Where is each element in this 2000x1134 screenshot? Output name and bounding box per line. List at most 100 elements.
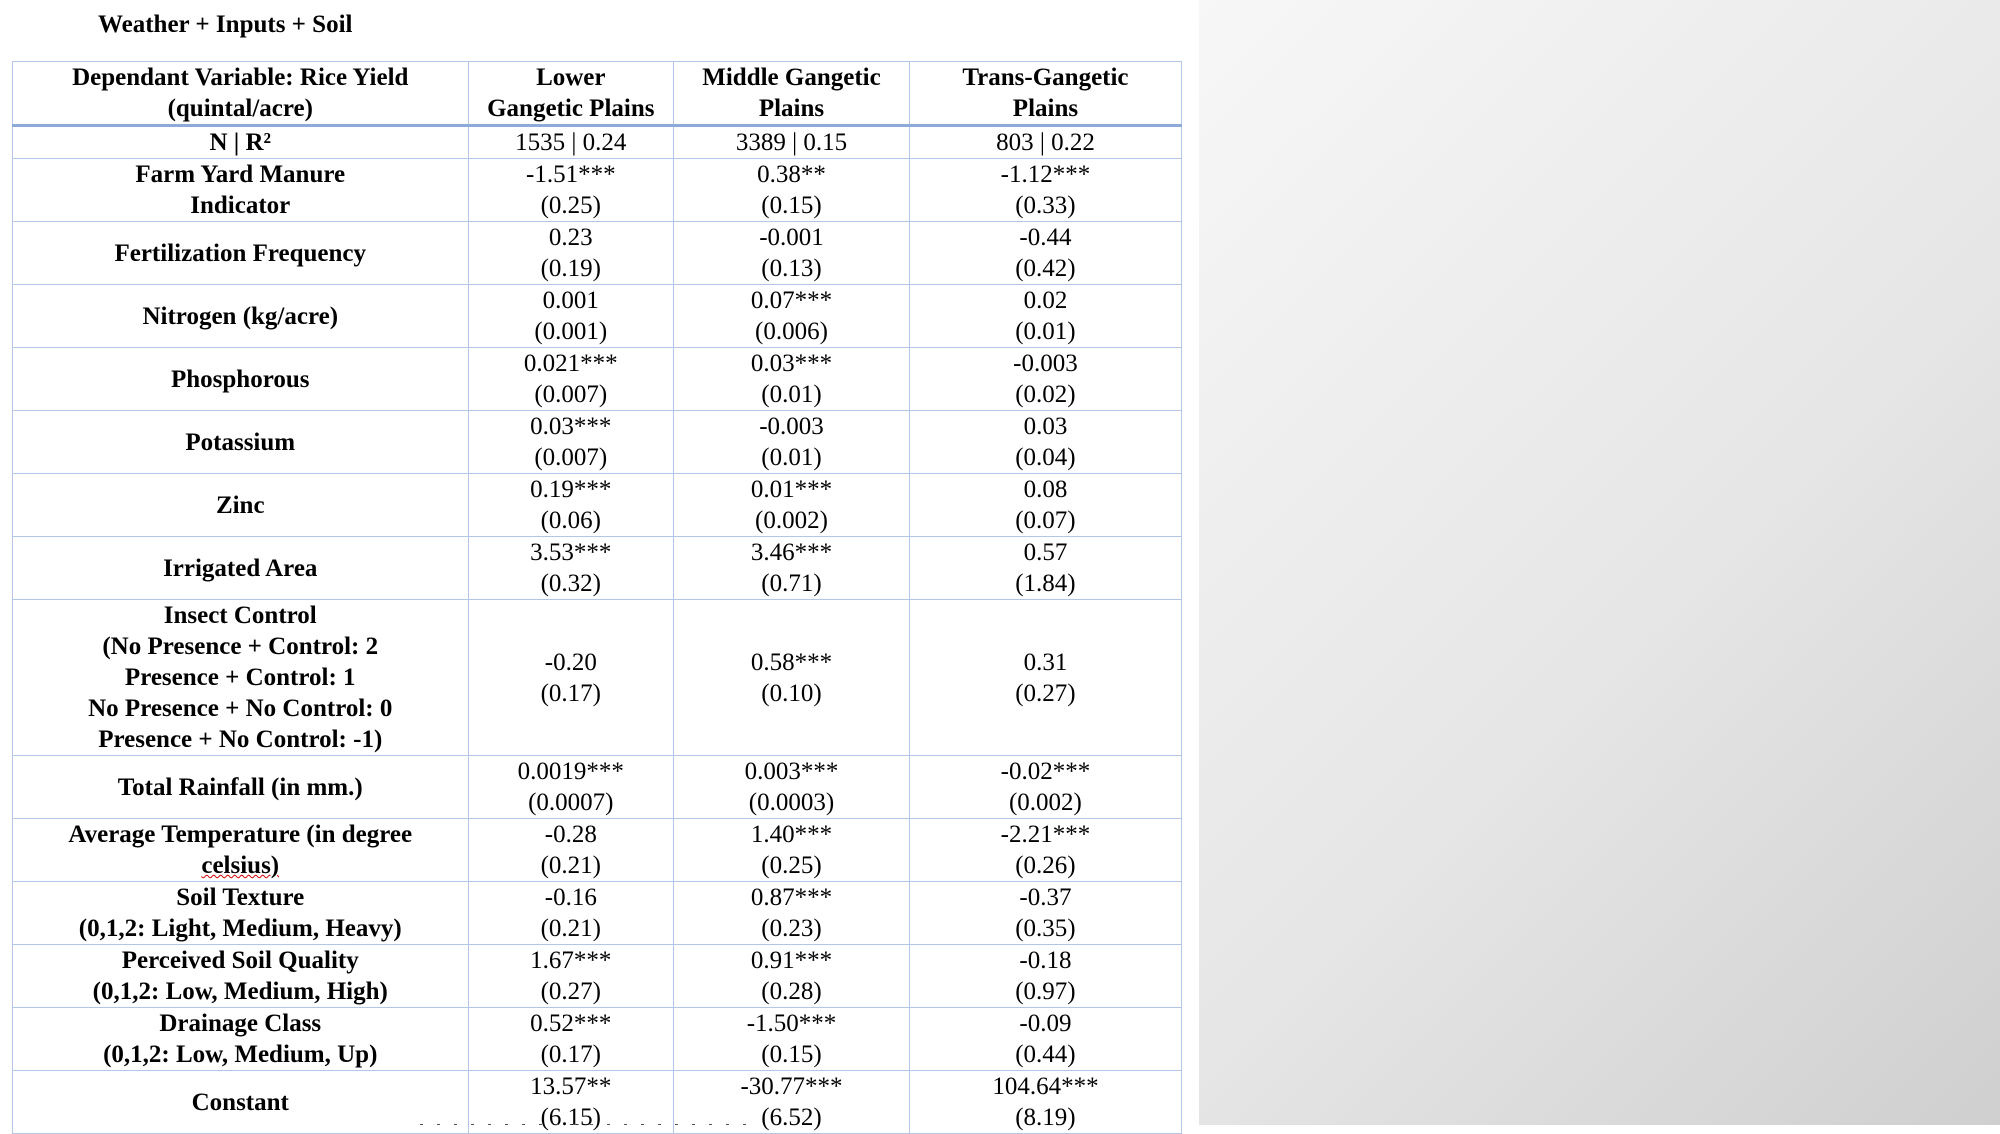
coefficient-value: -0.28 bbox=[544, 821, 597, 848]
table-row: Average Temperature (in degree celsius) -0… bbox=[12, 818, 1183, 882]
table-row: Perceived Soil Quality (0,1,2: Low, Mediu… bbox=[12, 944, 1183, 1008]
standard-error-value: (0.23) bbox=[761, 915, 822, 942]
standard-error-value: (0.71) bbox=[761, 570, 822, 597]
standard-error-value: (0.002) bbox=[755, 507, 828, 534]
coefficient-cell: 0.03*** (0.01) bbox=[673, 347, 910, 411]
standard-error-value: (0.13) bbox=[761, 255, 822, 282]
row-label-line: (0,1,2: Light, Medium, Heavy) bbox=[78, 915, 402, 942]
row-label-line: Soil Texture bbox=[176, 884, 305, 911]
header-middle-gangetic: Middle Gangetic Plains bbox=[673, 61, 910, 127]
standard-error-value: (0.17) bbox=[540, 679, 601, 707]
row-label: N | R² bbox=[12, 125, 469, 159]
standard-error-value: (0.01) bbox=[761, 444, 822, 471]
coefficient-cell: 0.57 (1.84) bbox=[908, 536, 1183, 600]
row-label-line: Drainage Class bbox=[159, 1010, 322, 1037]
table-row: Farm Yard Manure Indicator -1.51*** (0.25) 0… bbox=[12, 158, 1183, 222]
coefficient-value: 0.08 bbox=[1023, 476, 1068, 503]
coefficient-cell: 0.03*** (0.007) bbox=[467, 410, 675, 474]
coefficient-cell: -0.16 (0.21) bbox=[467, 881, 675, 945]
standard-error-value: (0.15) bbox=[761, 192, 822, 219]
row-label-line: Potassium bbox=[185, 428, 296, 456]
row-label: Average Temperature (in degree celsius) bbox=[12, 818, 469, 882]
coefficient-cell: 3.53*** (0.32) bbox=[467, 536, 675, 600]
coefficient-cell: 0.001 (0.001) bbox=[467, 284, 675, 348]
coefficient-cell: -0.001 (0.13) bbox=[673, 221, 910, 285]
standard-error-value: (0.19) bbox=[540, 255, 601, 282]
row-label: Perceived Soil Quality (0,1,2: Low, Mediu… bbox=[12, 944, 469, 1008]
table-row: Drainage Class (0,1,2: Low, Medium, Up) 0.… bbox=[12, 1007, 1183, 1071]
coefficient-cell: -1.51*** (0.25) bbox=[467, 158, 675, 222]
coefficient-value: 0.38** bbox=[757, 161, 826, 188]
coefficient-value: -0.09 bbox=[1019, 1010, 1072, 1037]
stat-cell: 1535 | 0.24 bbox=[467, 125, 675, 159]
standard-error-value: (0.006) bbox=[755, 318, 828, 345]
standard-error-value: (0.35) bbox=[1015, 915, 1076, 942]
row-label-line: Nitrogen (kg/acre) bbox=[142, 302, 339, 330]
coefficient-cell: -0.37 (0.35) bbox=[908, 881, 1183, 945]
header-col-line: Middle Gangetic bbox=[702, 64, 881, 91]
coefficient-cell: -0.18 (0.97) bbox=[908, 944, 1183, 1008]
coefficient-cell: -0.20 (0.17) bbox=[467, 599, 675, 756]
row-label-line: (0,1,2: Low, Medium, Up) bbox=[103, 1041, 378, 1068]
row-label-line: (No Presence + Control: 2 bbox=[102, 633, 379, 660]
coefficient-cell: 1.40*** (0.25) bbox=[673, 818, 910, 882]
coefficient-value: 0.57 bbox=[1023, 539, 1068, 566]
coefficient-cell: 0.91*** (0.28) bbox=[673, 944, 910, 1008]
table-row: Constant 13.57** (6.15) -30.77*** (6.52) 104.… bbox=[12, 1070, 1183, 1134]
coefficient-value: -0.16 bbox=[544, 884, 597, 911]
standard-error-value: (0.15) bbox=[761, 1041, 822, 1068]
coefficient-cell: -2.21*** (0.26) bbox=[908, 818, 1183, 882]
header-label-line: (quintal/acre) bbox=[167, 95, 313, 122]
row-label-line: Insect Control bbox=[163, 602, 317, 629]
coefficient-value: 0.001 bbox=[542, 287, 599, 314]
row-label-line: Total Rainfall (in mm.) bbox=[117, 773, 363, 801]
standard-error-value: (0.27) bbox=[1015, 679, 1076, 707]
row-label: Soil Texture (0,1,2: Light, Medium, Heavy… bbox=[12, 881, 469, 945]
table-row: Zinc 0.19*** (0.06) 0.01*** (0.002) 0.08 (0.07… bbox=[12, 473, 1183, 537]
standard-error-value: (0.33) bbox=[1015, 192, 1076, 219]
regression-table: Dependant Variable: Rice Yield (quintal/… bbox=[12, 61, 1183, 1134]
coefficient-value: -0.18 bbox=[1019, 947, 1072, 974]
coefficient-cell: -0.003 (0.02) bbox=[908, 347, 1183, 411]
row-label-line: Fertilization Frequency bbox=[114, 239, 367, 267]
table-header-row: Dependant Variable: Rice Yield (quintal/… bbox=[12, 61, 1183, 127]
table-row: Total Rainfall (in mm.) 0.0019*** (0.0007)… bbox=[12, 755, 1183, 819]
coefficient-cell: -30.77*** (6.52) bbox=[673, 1070, 910, 1134]
standard-error-value: (0.32) bbox=[540, 570, 601, 597]
coefficient-cell: 0.08 (0.07) bbox=[908, 473, 1183, 537]
standard-error-value: (0.007) bbox=[534, 444, 608, 471]
row-label-line: Zinc bbox=[215, 491, 265, 519]
coefficient-value: 0.0019*** bbox=[517, 758, 624, 785]
coefficient-value: 0.03*** bbox=[530, 413, 612, 440]
coefficient-cell: 0.31 (0.27) bbox=[908, 599, 1183, 756]
standard-error-value: (0.42) bbox=[1015, 255, 1076, 282]
standard-error-value: (0.0003) bbox=[748, 789, 835, 816]
standard-error-value: (0.21) bbox=[540, 852, 601, 879]
coefficient-value: -30.77*** bbox=[740, 1073, 843, 1100]
coefficient-value: -1.50*** bbox=[746, 1010, 837, 1037]
row-label: Drainage Class (0,1,2: Low, Medium, Up) bbox=[12, 1007, 469, 1071]
row-label-line: celsius) bbox=[201, 852, 280, 879]
standard-error-value: (0.002) bbox=[1008, 789, 1082, 816]
coefficient-value: 3.46*** bbox=[750, 539, 833, 566]
coefficient-value: 0.07*** bbox=[750, 287, 833, 314]
row-label: Zinc bbox=[12, 473, 469, 537]
row-label-line: Presence + No Control: -1) bbox=[98, 726, 383, 753]
coefficient-value: 3.53*** bbox=[530, 539, 612, 566]
standard-error-value: (0.007) bbox=[534, 381, 608, 408]
coefficient-value: -1.51*** bbox=[526, 161, 616, 188]
document-page: Weather + Inputs + Soil Dependant Variab… bbox=[12, 11, 1183, 1134]
coefficient-value: 0.52*** bbox=[530, 1010, 612, 1037]
slide-background-panel bbox=[1199, 0, 2000, 1125]
standard-error-value: (0.17) bbox=[540, 1041, 601, 1068]
standard-error-value: (0.10) bbox=[761, 679, 822, 707]
table-row: Potassium 0.03*** (0.007) -0.003 (0.01) 0.03 (… bbox=[12, 410, 1183, 474]
standard-error-value: (0.26) bbox=[1015, 852, 1076, 879]
standard-error-value: (0.01) bbox=[761, 381, 822, 408]
coefficient-value: -2.21*** bbox=[1000, 821, 1091, 848]
coefficient-value: -0.20 bbox=[544, 648, 597, 676]
cutoff-footnote-fragment bbox=[420, 1118, 760, 1125]
coefficient-cell: 0.58*** (0.10) bbox=[673, 599, 910, 756]
coefficient-cell: 0.23 (0.19) bbox=[467, 221, 675, 285]
standard-error-value: (0.06) bbox=[540, 507, 601, 534]
